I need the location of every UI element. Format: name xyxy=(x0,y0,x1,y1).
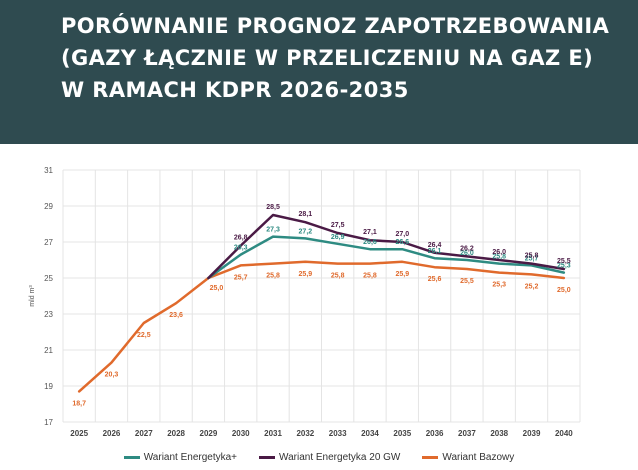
header-banner: PORÓWNANIE PROGNOZ ZAPOTRZEBOWANIA (GAZY… xyxy=(0,0,638,144)
data-label: 27,2 xyxy=(299,228,313,235)
data-label: 25,5 xyxy=(460,278,474,285)
data-label: 25,8 xyxy=(363,273,377,280)
title-line-1: PORÓWNANIE PROGNOZ ZAPOTRZEBOWANIA xyxy=(61,14,610,38)
data-label: 25,6 xyxy=(428,276,442,283)
demand-forecast-chart: 17 19 21 23 25 27 29 31 2025 2026 2027 2028 2029 2030… xyxy=(29,166,581,438)
data-label: 25,8 xyxy=(492,254,506,261)
x-tick-label: 2031 xyxy=(264,429,282,438)
title-line-2: (GAZY ŁĄCZNIE W PRZELICZENIU NA GAZ E) xyxy=(61,46,594,70)
data-label: 27,0 xyxy=(395,231,409,238)
data-label: 25,0 xyxy=(210,285,224,292)
data-label: 26,6 xyxy=(363,239,377,246)
data-label: 25,7 xyxy=(525,255,539,262)
y-tick-label: 25 xyxy=(44,274,53,283)
data-label: 25,9 xyxy=(395,271,409,278)
x-tick-label: 2028 xyxy=(167,429,185,438)
data-label: 27,3 xyxy=(266,227,280,234)
x-tick-label: 2038 xyxy=(490,429,508,438)
data-label: 26,4 xyxy=(428,242,442,249)
data-label: 25,8 xyxy=(525,253,539,260)
x-tick-label: 2027 xyxy=(135,429,153,438)
data-label: 26,3 xyxy=(234,245,248,252)
x-tick-label: 2029 xyxy=(200,429,218,438)
data-label: 26,1 xyxy=(428,248,442,255)
data-label: 26,0 xyxy=(460,250,474,257)
legend-swatch xyxy=(422,455,439,459)
data-label: 26,8 xyxy=(234,235,248,242)
legend-label: Wariant Bazowy xyxy=(442,451,515,463)
data-label: 22,5 xyxy=(137,332,151,339)
data-label: 26,9 xyxy=(331,234,345,241)
x-tick-label: 2036 xyxy=(426,429,444,438)
data-label: 28,1 xyxy=(299,211,313,218)
data-label: 25,8 xyxy=(266,273,280,280)
data-label: 27,1 xyxy=(363,229,377,236)
data-label: 25,7 xyxy=(234,274,248,281)
x-tick-label: 2040 xyxy=(555,429,573,438)
data-label: 26,0 xyxy=(492,249,506,256)
y-tick-label: 29 xyxy=(44,202,53,211)
legend-item: Wariant Energetyka+ xyxy=(123,448,238,466)
legend-item: Wariant Energetyka 20 GW xyxy=(259,448,400,466)
x-tick-label: 2037 xyxy=(458,429,476,438)
data-label: 26,6 xyxy=(395,239,409,246)
x-tick-label: 2030 xyxy=(232,429,250,438)
data-label: 25,9 xyxy=(299,271,313,278)
legend-label: Wariant Energetyka 20 GW xyxy=(279,451,401,463)
data-label: 28,5 xyxy=(266,204,280,211)
data-label: 23,6 xyxy=(169,312,183,319)
legend-label: Wariant Energetyka+ xyxy=(143,451,238,463)
y-axis-label: mld m³ xyxy=(29,285,36,307)
x-tick-label: 2035 xyxy=(393,429,411,438)
y-tick-label: 17 xyxy=(44,418,53,427)
x-tick-label: 2026 xyxy=(103,429,121,438)
legend-item: Wariant Bazowy xyxy=(422,448,514,466)
y-tick-label: 19 xyxy=(44,382,53,391)
data-label: 25,5 xyxy=(557,258,571,265)
data-label: 25,3 xyxy=(492,282,506,289)
data-label: 25,0 xyxy=(557,287,571,294)
data-label: 26,2 xyxy=(460,245,474,252)
y-tick-label: 23 xyxy=(44,310,53,319)
x-tick-label: 2025 xyxy=(70,429,88,438)
data-label: 25,3 xyxy=(557,263,571,270)
y-tick-label: 27 xyxy=(44,238,53,247)
title-line-3: W RAMACH KDPR 2026-2035 xyxy=(61,78,409,102)
series-line-wariant-energetyka- xyxy=(207,235,566,280)
chart-legend: Wariant Energetyka+ Wariant Energetyka 20… xyxy=(0,448,638,466)
x-tick-label: 2034 xyxy=(361,429,379,438)
legend-swatch xyxy=(259,455,276,459)
data-label: 20,3 xyxy=(105,372,119,379)
x-tick-label: 2039 xyxy=(523,429,541,438)
legend-swatch xyxy=(123,455,140,459)
y-tick-label: 21 xyxy=(44,346,53,355)
data-label: 27,5 xyxy=(331,222,345,229)
x-tick-label: 2032 xyxy=(296,429,314,438)
series-line-wariant-energetyka-20-gw xyxy=(207,213,566,280)
data-label: 18,7 xyxy=(72,400,86,407)
x-tick-label: 2033 xyxy=(329,429,347,438)
data-label: 25,2 xyxy=(525,283,539,290)
series-line-wariant-bazowy xyxy=(77,260,566,393)
data-label: 25,8 xyxy=(331,273,345,280)
y-tick-label: 31 xyxy=(44,166,53,175)
